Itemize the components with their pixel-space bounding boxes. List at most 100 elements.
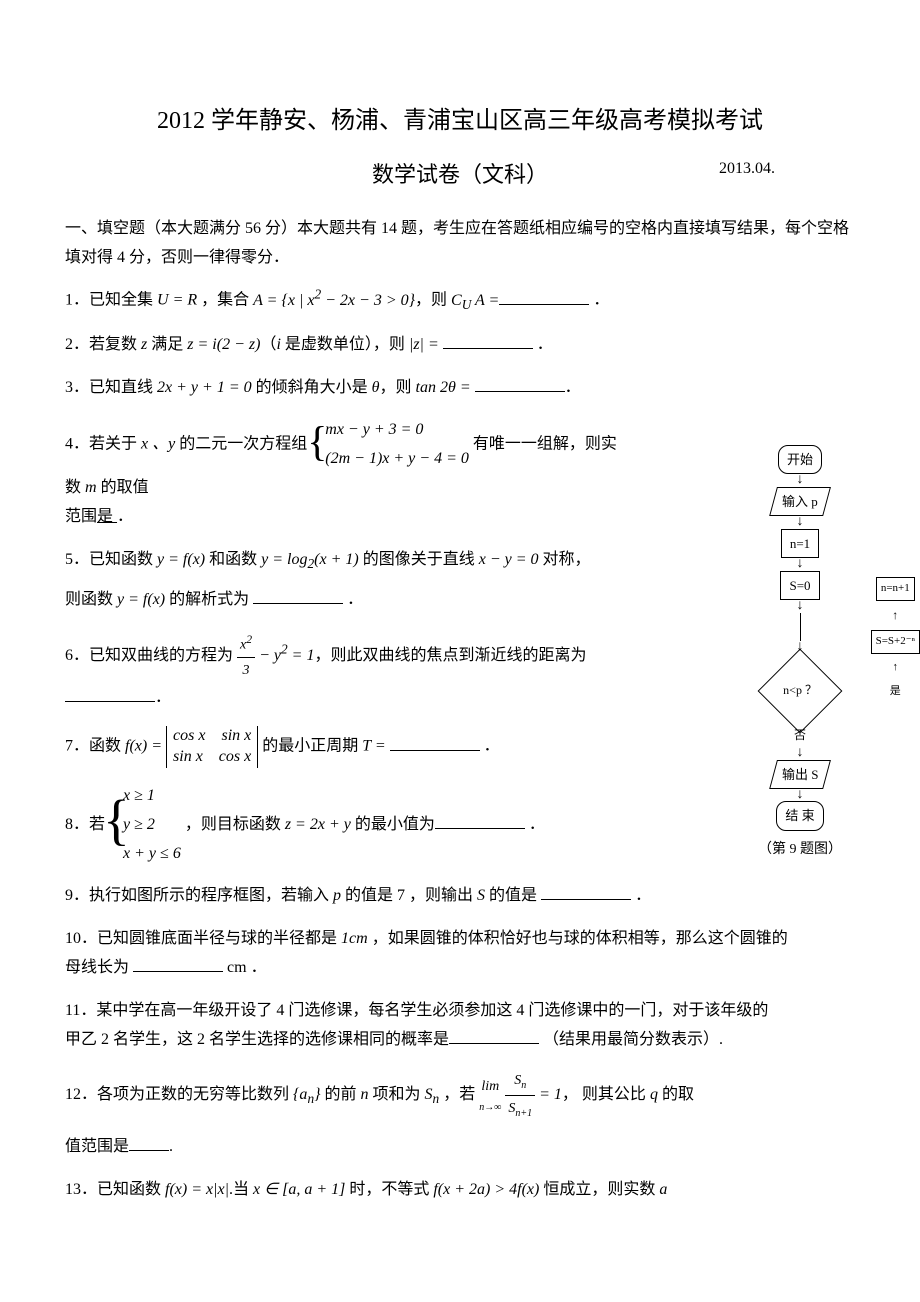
fc-output: 输出 S bbox=[769, 760, 831, 789]
arrow-down-icon: ↓ bbox=[797, 789, 804, 802]
formula: q bbox=[650, 1086, 658, 1103]
formula: f(x) = x|x| bbox=[165, 1181, 229, 1198]
q-text: ，则目标函数 bbox=[181, 816, 285, 833]
q-text: 某中学在高一年级开设了 4 门选修课，每名学生必须参加这 4 门选修课中的一门，… bbox=[96, 1002, 768, 1019]
q-text: ． bbox=[525, 816, 545, 833]
q-text: ，则 bbox=[415, 292, 451, 309]
determinant: cos x sin xsin x cos x bbox=[166, 726, 258, 768]
fc-yes-label: 是 bbox=[890, 682, 901, 702]
q-text: 值范围是 bbox=[65, 1138, 129, 1155]
formula: y = f(x) bbox=[157, 551, 205, 568]
question-12: 12．各项为正数的无穷等比数列 {an} 的前 n 项和为 Sn ，若 limn… bbox=[65, 1068, 855, 1161]
q-num: 13． bbox=[65, 1181, 97, 1198]
q-num: 1． bbox=[65, 292, 89, 309]
formula: U = R bbox=[157, 292, 197, 309]
formula: A = {x | x2 − 2x − 3 > 0} bbox=[253, 292, 415, 309]
question-13: 13．已知函数 f(x) = x|x|.当 x ∈ [a, a + 1] 时，不… bbox=[65, 1176, 855, 1205]
q-num: 2． bbox=[65, 336, 89, 353]
q-num: 6． bbox=[65, 647, 89, 664]
answer-blank bbox=[133, 956, 223, 972]
q-text: 时，不等式 bbox=[345, 1181, 433, 1198]
answer-blank: 是 bbox=[97, 508, 117, 525]
fc-increment-n: n=n+1 bbox=[876, 577, 915, 601]
formula: tan 2θ = bbox=[416, 379, 471, 396]
q-text: （ bbox=[260, 336, 276, 353]
subtitle-row: 数学试卷（文科） 2013.04. bbox=[65, 155, 855, 195]
fc-assign-n: n=1 bbox=[781, 529, 819, 558]
q-num: 7． bbox=[65, 738, 89, 755]
q-num: 10． bbox=[65, 930, 97, 947]
q-text: 若关于 bbox=[89, 436, 141, 453]
q-text: 恒成立，则实数 bbox=[539, 1181, 659, 1198]
fc-input: 输入 p bbox=[769, 487, 831, 516]
exam-subtitle: 数学试卷（文科） bbox=[372, 155, 548, 195]
q-text: 各项为正数的无穷等比数列 bbox=[97, 1086, 293, 1103]
q-text: 的最小正周期 bbox=[258, 738, 362, 755]
arrow-down-icon: ↓ bbox=[797, 516, 804, 529]
q-text: ． bbox=[480, 738, 500, 755]
limit: limn→∞ bbox=[479, 1074, 501, 1117]
formula: y = log2(x + 1) bbox=[261, 551, 359, 568]
q-text: ， 则其公比 bbox=[562, 1086, 650, 1103]
q-text: ． bbox=[343, 591, 363, 608]
q-num: 12． bbox=[65, 1086, 97, 1103]
formula: 2x + y + 1 = 0 bbox=[157, 379, 252, 396]
q-num: 4． bbox=[65, 436, 89, 453]
answer-blank bbox=[443, 333, 533, 349]
q-text: 的解析式为 bbox=[165, 591, 253, 608]
formula: = 1 bbox=[535, 1086, 562, 1103]
fc-increment-s: S=S+2⁻ⁿ bbox=[871, 630, 920, 654]
q-num: 3． bbox=[65, 379, 89, 396]
q-text: 的图像关于直线 bbox=[359, 551, 479, 568]
q-text: 已知函数 bbox=[89, 551, 157, 568]
answer-blank bbox=[541, 884, 631, 900]
formula: z = 2x + y bbox=[285, 816, 351, 833]
q-text: 范围 bbox=[65, 508, 97, 525]
fc-decision: n<p ？ bbox=[758, 649, 843, 734]
formula: x 、y bbox=[141, 436, 175, 453]
q-num: 11． bbox=[65, 1002, 96, 1019]
answer-blank bbox=[435, 813, 525, 829]
q-text: cm ． bbox=[223, 959, 267, 976]
inequality-system: x ≥ 1y ≥ 2x + y ≤ 6 bbox=[109, 782, 181, 868]
answer-blank bbox=[475, 376, 565, 392]
answer-blank bbox=[253, 588, 343, 604]
formula: f(x) = bbox=[125, 738, 166, 755]
q-text: 的取 bbox=[658, 1086, 694, 1103]
q-text: 的前 bbox=[321, 1086, 361, 1103]
arrow-down-icon: ↓ bbox=[797, 747, 804, 760]
q-text: ，若 bbox=[439, 1086, 479, 1103]
q-text: 的值是 7 ，则输出 bbox=[341, 887, 477, 904]
formula: n bbox=[361, 1086, 369, 1103]
answer-blank bbox=[390, 735, 480, 751]
q-text: ． bbox=[565, 379, 581, 396]
q-text: 的取值 bbox=[97, 479, 149, 496]
q-text: 的倾斜角大小是 bbox=[252, 379, 372, 396]
q-text: ，如果圆锥的体积恰好也与球的体积相等，那么这个圆锥的 bbox=[368, 930, 788, 947]
formula: x ∈ [a, a + 1] bbox=[253, 1181, 345, 1198]
q-text: . bbox=[169, 1138, 173, 1155]
formula: f(x + 2a) > 4f(x) bbox=[433, 1181, 539, 1198]
q-text: 母线长为 bbox=[65, 959, 133, 976]
fc-loop-branch: n=n+1 ↑ S=S+2⁻ⁿ ↑ 是 bbox=[871, 577, 920, 702]
answer-blank bbox=[499, 289, 589, 305]
flowchart-figure: 开始 ↓ 输入 p ↓ n=1 ↓ S=0 ↓ ↓ n<p ？ 否 ↓ 输出 S… bbox=[710, 445, 890, 862]
formula: {an} bbox=[293, 1086, 320, 1103]
q-text: 是虚数单位），则 bbox=[281, 336, 409, 353]
q-text: ，集合 bbox=[197, 292, 253, 309]
question-2: 2．若复数 z 满足 z = i(2 − z)（i 是虚数单位），则 |z| =… bbox=[65, 331, 855, 360]
q-text: 对称， bbox=[539, 551, 591, 568]
arrow-down-icon: ↓ bbox=[797, 600, 804, 613]
q-text: 甲乙 2 名学生，这 2 名学生选择的选修课相同的概率是 bbox=[65, 1031, 449, 1048]
q-text: 满足 bbox=[147, 336, 187, 353]
formula: |z| = bbox=[409, 336, 439, 353]
formula: z = i(2 − z) bbox=[187, 336, 260, 353]
q-text: ． bbox=[589, 292, 609, 309]
formula: CU A = bbox=[451, 292, 499, 309]
fc-assign-s: S=0 bbox=[780, 571, 819, 600]
answer-blank bbox=[129, 1135, 169, 1151]
arrow-down-icon: ↓ bbox=[797, 474, 804, 487]
q-text: 已知圆锥底面半径与球的半径都是 bbox=[97, 930, 341, 947]
q-text: 函数 bbox=[89, 738, 125, 755]
q-num: 9． bbox=[65, 887, 89, 904]
